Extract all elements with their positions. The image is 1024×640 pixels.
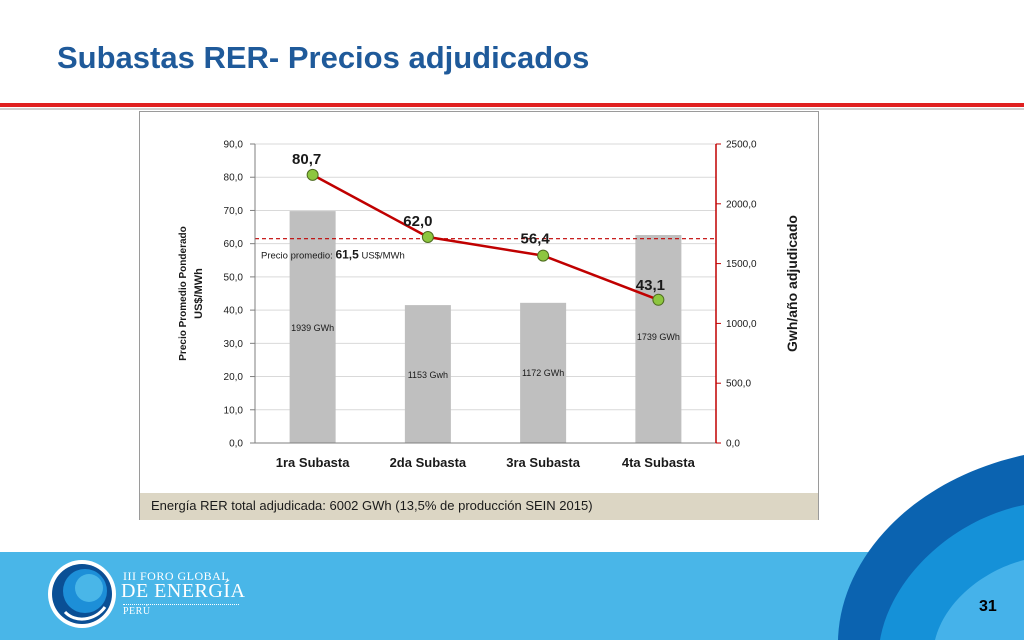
brand-line-1: III FORO GLOBAL bbox=[123, 569, 230, 583]
price-marker bbox=[421, 231, 434, 244]
y-axis-title-line2: US$/MWh bbox=[193, 268, 205, 319]
y-tick-label: 40,0 bbox=[224, 306, 244, 317]
y-tick-label: 50,0 bbox=[224, 272, 244, 283]
price-value-label: 56,4 bbox=[521, 231, 551, 248]
reference-label-unit: US$/MWh bbox=[359, 251, 405, 262]
price-marker bbox=[652, 293, 665, 306]
y2-tick-label: 0,0 bbox=[726, 439, 740, 450]
footnote-text: Energía RER total adjudicada: 6002 GWh (… bbox=[151, 498, 593, 513]
bar-value-label: 1939 GWh bbox=[291, 323, 334, 333]
brand-line-2: DE ENERGÍA bbox=[121, 580, 246, 602]
bars bbox=[289, 211, 682, 443]
bar-value-label: 1739 GWh bbox=[637, 332, 680, 342]
price-line-group bbox=[306, 168, 665, 306]
title-underline-shadow bbox=[0, 108, 1024, 110]
x-category-label: 1ra Subasta bbox=[276, 455, 350, 470]
bar-value-label: 1153 Gwh bbox=[408, 370, 448, 380]
brand-divider bbox=[123, 604, 239, 606]
price-value-label: 80,7 bbox=[292, 151, 321, 168]
price-value-label: 43,1 bbox=[636, 277, 665, 294]
y-tick-label: 30,0 bbox=[224, 339, 244, 350]
bar-value-label: 1172 GWh bbox=[522, 368, 564, 378]
y2-tick-label: 2500,0 bbox=[726, 140, 757, 151]
reference-label: Precio promedio: 61,5 US$/MWh bbox=[261, 248, 405, 262]
price-line bbox=[312, 173, 659, 301]
y2-tick-label: 1500,0 bbox=[726, 259, 757, 270]
y-tick-label: 90,0 bbox=[224, 140, 244, 151]
price-volume-chart: 0,0 10,0 20,0 30,0 40,0 50,0 60,0 70,0 80,0 90,0 0… bbox=[178, 140, 800, 471]
price-value-label: 62,0 bbox=[403, 213, 432, 230]
chart-footnote: Energía RER total adjudicada: 6002 GWh (… bbox=[140, 493, 818, 520]
y2-tick-label: 2000,0 bbox=[726, 199, 757, 210]
bar bbox=[520, 302, 567, 443]
x-category-label: 3ra Subasta bbox=[506, 455, 580, 470]
labels: 0,0 10,0 20,0 30,0 40,0 50,0 60,0 70,0 80,0 90,0 0… bbox=[178, 140, 800, 471]
page-number: 31 bbox=[979, 598, 997, 615]
brand-line-3: PERÚ bbox=[123, 606, 151, 617]
y-tick-label: 70,0 bbox=[224, 206, 244, 217]
y-axis-title-line1: Precio Promedio Ponderado bbox=[178, 226, 189, 360]
y-tick-label: 60,0 bbox=[224, 239, 244, 250]
y-tick-label: 20,0 bbox=[224, 372, 244, 383]
y-tick-label: 0,0 bbox=[229, 439, 243, 450]
y-tick-label: 80,0 bbox=[224, 173, 244, 184]
reference-label-value: 61,5 bbox=[335, 248, 359, 262]
forum-logo-icon bbox=[48, 560, 116, 628]
bar bbox=[289, 211, 336, 443]
y2-tick-label: 500,0 bbox=[726, 379, 751, 390]
price-marker bbox=[537, 249, 550, 262]
y2-axis-title: Gwh/año adjudicado bbox=[784, 215, 800, 352]
title-underline bbox=[0, 103, 1024, 107]
bar bbox=[404, 305, 451, 443]
y-tick-label: 10,0 bbox=[224, 405, 244, 416]
chart-frame: 0,0 10,0 20,0 30,0 40,0 50,0 60,0 70,0 80,0 90,0 0… bbox=[139, 111, 819, 520]
slide-title: Subastas RER- Precios adjudicados bbox=[57, 40, 590, 75]
price-marker bbox=[306, 168, 319, 181]
y2-tick-label: 1000,0 bbox=[726, 319, 757, 330]
x-category-label: 2da Subasta bbox=[390, 455, 467, 470]
x-category-label: 4ta Subasta bbox=[622, 455, 696, 470]
reference-label-prefix: Precio promedio: bbox=[261, 251, 335, 262]
axes bbox=[250, 143, 721, 444]
bar bbox=[635, 235, 682, 443]
